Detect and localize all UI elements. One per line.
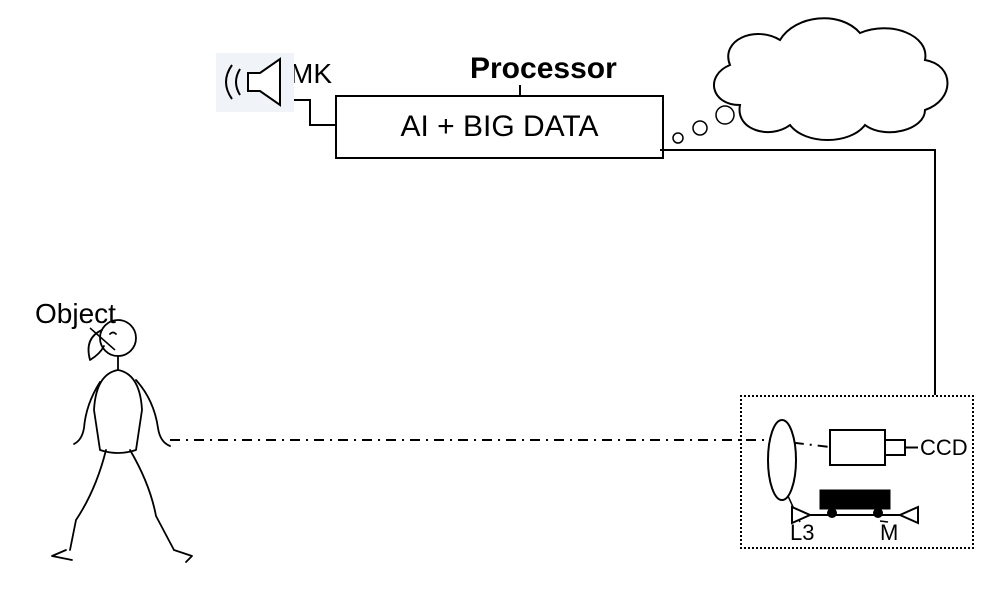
motor-icon <box>792 490 918 523</box>
diagram-stage: Processor MK MedNet Object AI + BIG DATA… <box>0 0 1000 593</box>
diagram-svg <box>0 0 1000 593</box>
connector-lines <box>90 85 935 522</box>
cloud-icon <box>714 18 948 140</box>
thought-bubbles <box>673 106 734 143</box>
speaker-icon <box>216 53 294 112</box>
ccd-icon <box>830 430 905 465</box>
lens-icon <box>768 420 796 500</box>
